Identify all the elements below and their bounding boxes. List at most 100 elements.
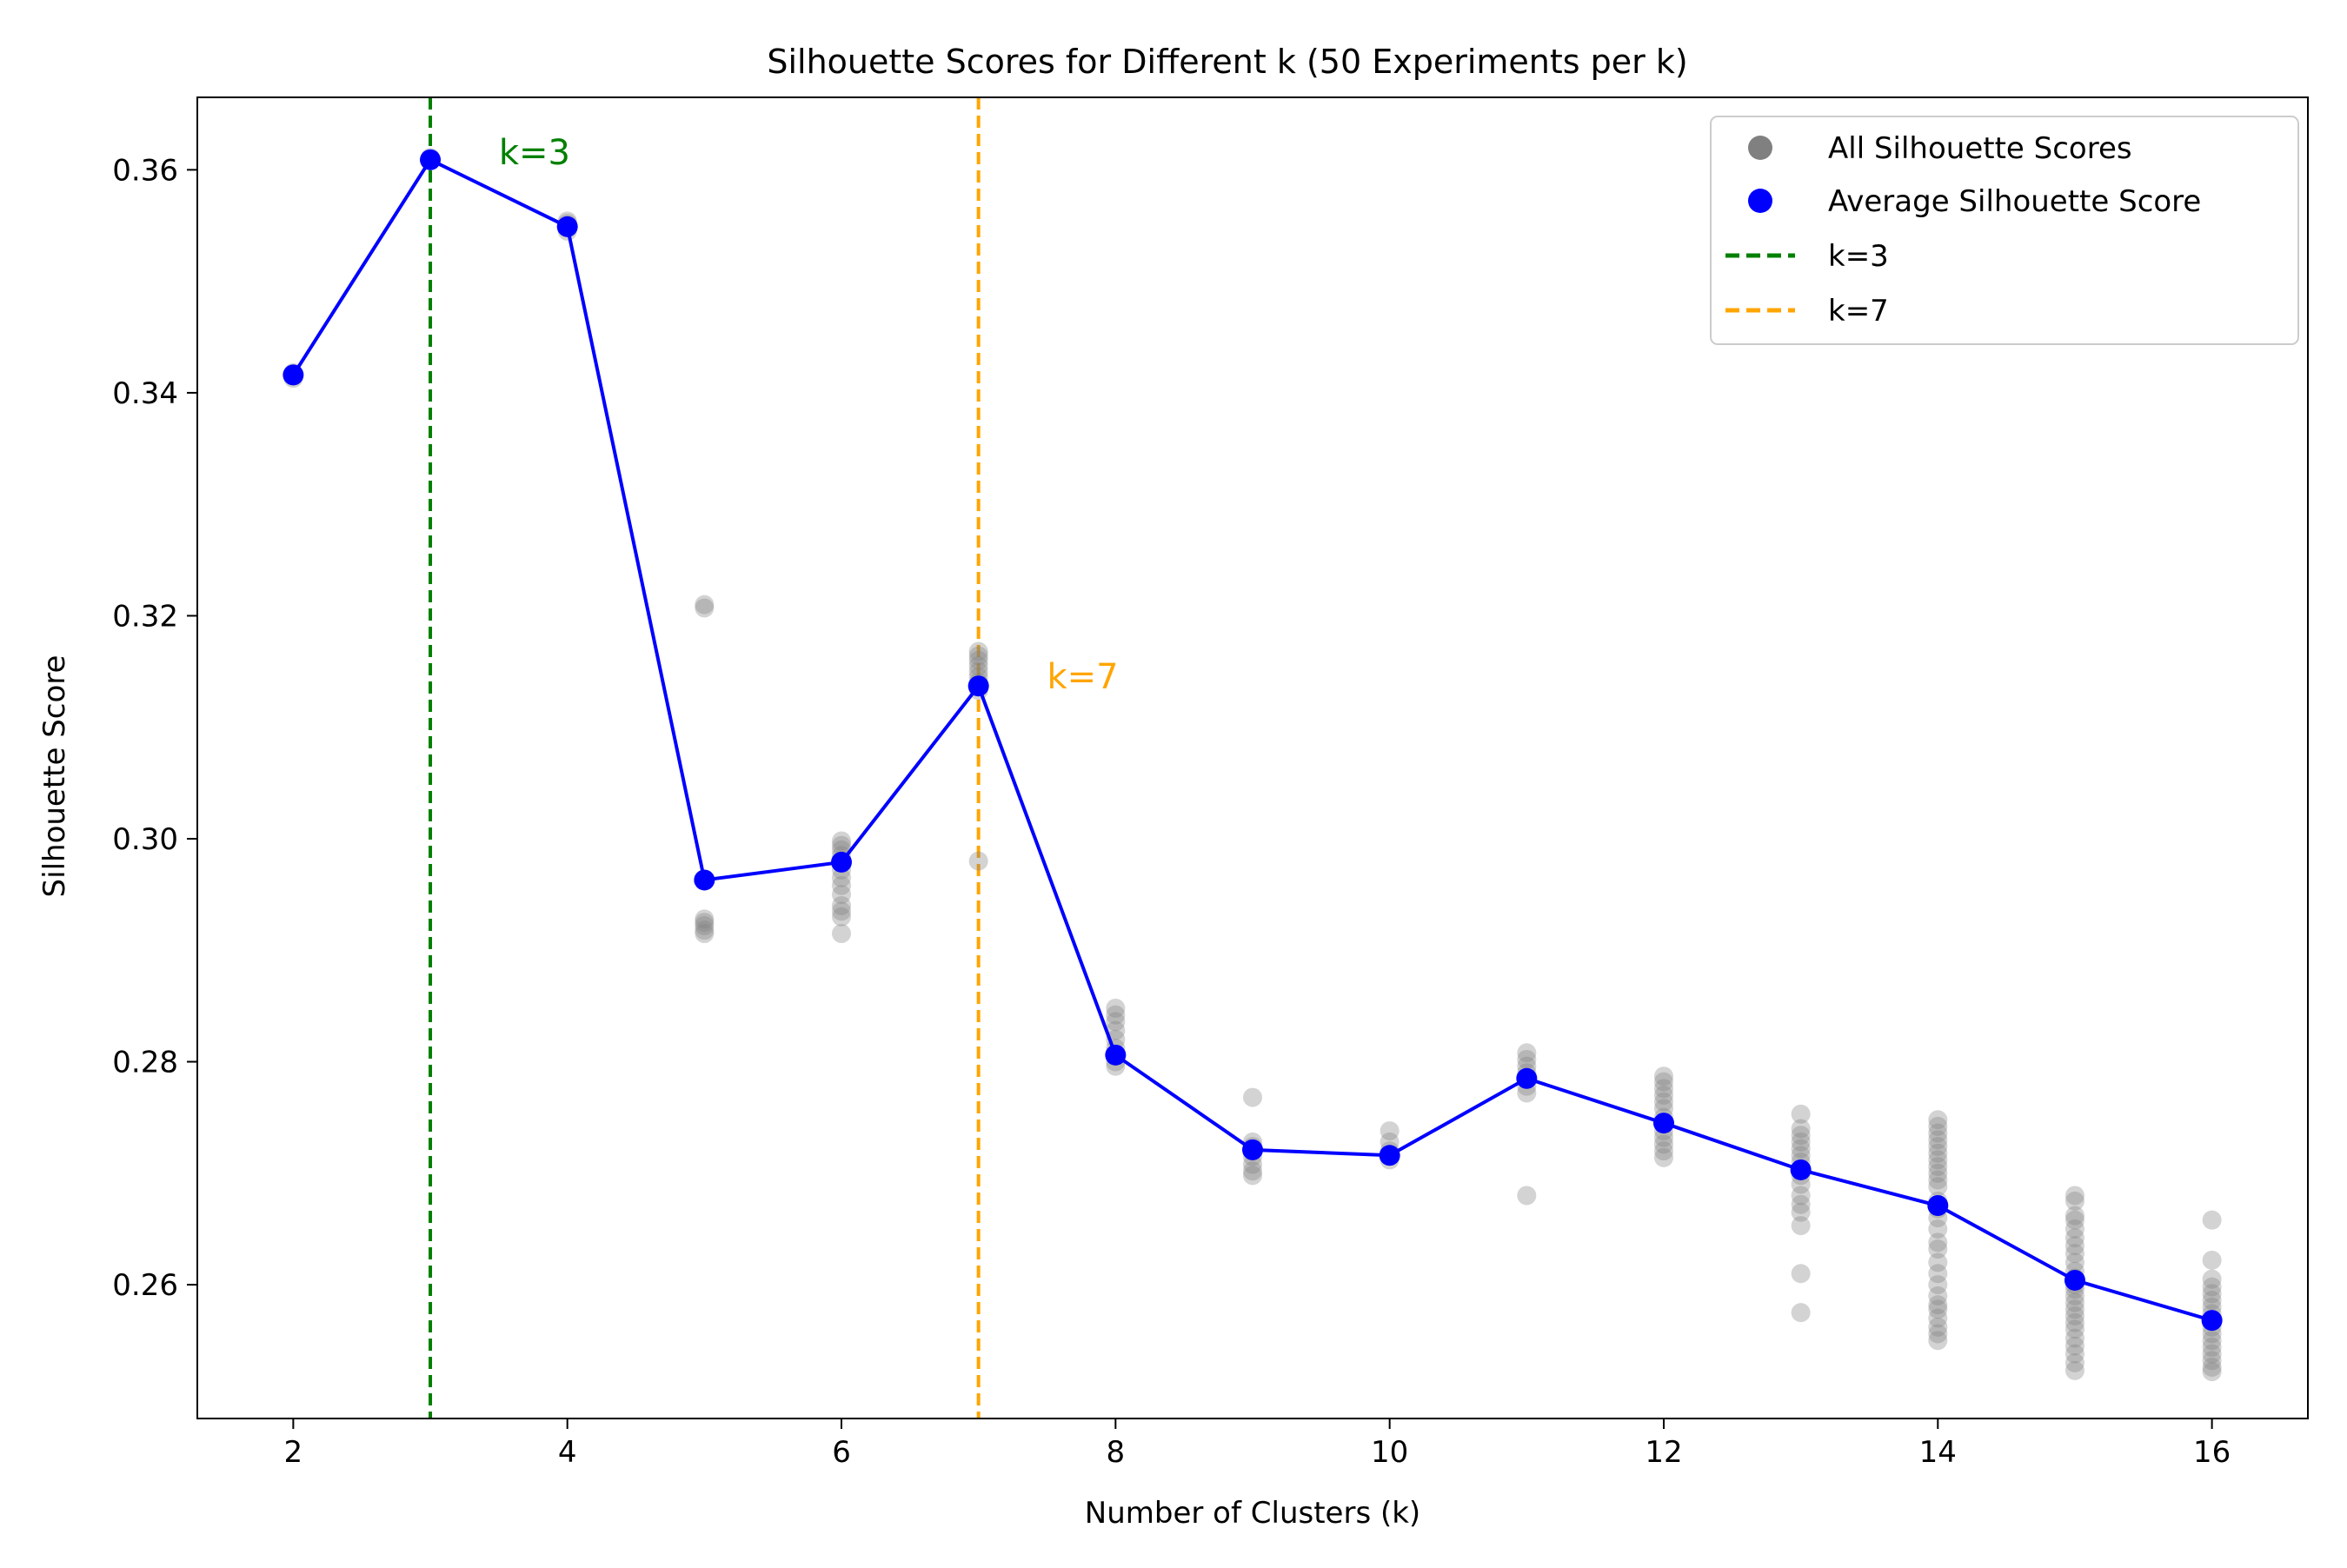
- x-axis-ticks: 2 4 6 8 10 12 14 16: [284, 1419, 2231, 1470]
- score-point: [1653, 1072, 1673, 1092]
- score-point: [695, 913, 715, 933]
- score-point: [1106, 998, 1126, 1018]
- legend-label-all-scores: All Silhouette Scores: [1828, 131, 2132, 166]
- x-tick-label: 16: [2193, 1435, 2231, 1470]
- score-point: [2064, 1344, 2084, 1364]
- score-point: [1791, 1303, 1811, 1323]
- score-point: [1380, 1121, 1400, 1141]
- x-tick-label: 12: [1645, 1435, 1682, 1470]
- y-axis-ticks: 0.26 0.28 0.30 0.32 0.34 0.36: [112, 153, 197, 1303]
- score-point: [1791, 1216, 1811, 1236]
- score-point: [1517, 1083, 1537, 1103]
- score-point: [1791, 1264, 1811, 1284]
- score-point: [2202, 1277, 2222, 1297]
- score-point: [1791, 1126, 1811, 1146]
- score-point: [1928, 1299, 1948, 1319]
- score-point: [2202, 1210, 2222, 1230]
- score-point: [1791, 1146, 1811, 1166]
- score-point: [1243, 1166, 1262, 1186]
- score-point: [1928, 1170, 1948, 1190]
- score-point: [2202, 1331, 2222, 1351]
- average-series: [283, 149, 2223, 1332]
- score-point: [2064, 1360, 2084, 1380]
- score-point: [2064, 1299, 2084, 1319]
- score-point: [2064, 1186, 2084, 1206]
- score-point: [1928, 1239, 1948, 1259]
- score-point: [1928, 1116, 1948, 1136]
- score-point: [2202, 1250, 2222, 1270]
- score-point: [1928, 1123, 1948, 1143]
- score-point: [1928, 1163, 1948, 1183]
- average-point: [694, 869, 715, 891]
- score-point: [1243, 1161, 1262, 1181]
- x-tick-label: 4: [558, 1435, 577, 1470]
- legend-marker-all-scores: [1748, 136, 1772, 160]
- score-point: [2064, 1206, 2084, 1226]
- score-point: [2064, 1286, 2084, 1306]
- score-point: [695, 916, 715, 936]
- score-point: [1928, 1324, 1948, 1344]
- score-point: [2064, 1210, 2084, 1230]
- y-tick-label: 0.34: [112, 376, 178, 411]
- legend-label-average-score: Average Silhouette Score: [1828, 184, 2201, 219]
- score-point: [1517, 1043, 1537, 1063]
- average-point: [2201, 1310, 2223, 1332]
- score-point: [2202, 1351, 2222, 1371]
- score-point: [1791, 1194, 1811, 1214]
- legend-box: [1710, 116, 2299, 345]
- score-point: [2202, 1291, 2222, 1311]
- x-tick-label: 2: [284, 1435, 303, 1470]
- score-point: [1517, 1186, 1537, 1206]
- score-point: [1928, 1150, 1948, 1170]
- score-point: [695, 924, 715, 944]
- y-tick-label: 0.26: [112, 1268, 178, 1303]
- score-point: [1653, 1092, 1673, 1112]
- average-point: [1790, 1159, 1812, 1180]
- average-point: [2064, 1269, 2085, 1291]
- score-point: [2064, 1236, 2084, 1256]
- score-point: [1791, 1119, 1811, 1139]
- score-point: [1791, 1202, 1811, 1222]
- score-point: [1106, 1020, 1126, 1040]
- score-point: [695, 920, 715, 940]
- x-axis-label: Number of Clusters (k): [1085, 1496, 1420, 1531]
- y-tick-label: 0.30: [112, 822, 178, 857]
- average-point: [1516, 1067, 1538, 1089]
- score-point: [1791, 1139, 1811, 1159]
- score-point: [1928, 1157, 1948, 1177]
- reference-label-k7: k=7: [1047, 657, 1119, 697]
- score-point: [1653, 1086, 1673, 1106]
- y-axis-label: Silhouette Score: [37, 655, 72, 898]
- score-point: [2064, 1219, 2084, 1239]
- score-point: [832, 835, 852, 855]
- score-point: [1928, 1110, 1948, 1130]
- score-point: [2064, 1252, 2084, 1272]
- score-point: [1928, 1219, 1948, 1239]
- score-point: [2064, 1312, 2084, 1332]
- score-point: [1653, 1147, 1673, 1167]
- score-point: [1791, 1174, 1811, 1194]
- score-point: [2064, 1319, 2084, 1339]
- score-point: [1928, 1137, 1948, 1157]
- y-tick-label: 0.32: [112, 599, 178, 634]
- score-point: [1791, 1104, 1811, 1124]
- score-point: [1928, 1252, 1948, 1272]
- y-tick-label: 0.36: [112, 153, 178, 188]
- score-point: [2202, 1357, 2222, 1377]
- score-point: [968, 641, 988, 661]
- score-point: [695, 598, 715, 618]
- score-point: [832, 875, 852, 895]
- score-point: [832, 831, 852, 851]
- score-point: [1653, 1141, 1673, 1161]
- score-point: [968, 656, 988, 676]
- score-point: [1928, 1286, 1948, 1306]
- score-point: [1791, 1186, 1811, 1206]
- score-point: [2202, 1362, 2222, 1382]
- score-point: [1653, 1127, 1673, 1147]
- legend-marker-average-score: [1748, 189, 1772, 213]
- score-point: [968, 851, 988, 871]
- score-point: [1928, 1331, 1948, 1351]
- score-point: [832, 895, 852, 915]
